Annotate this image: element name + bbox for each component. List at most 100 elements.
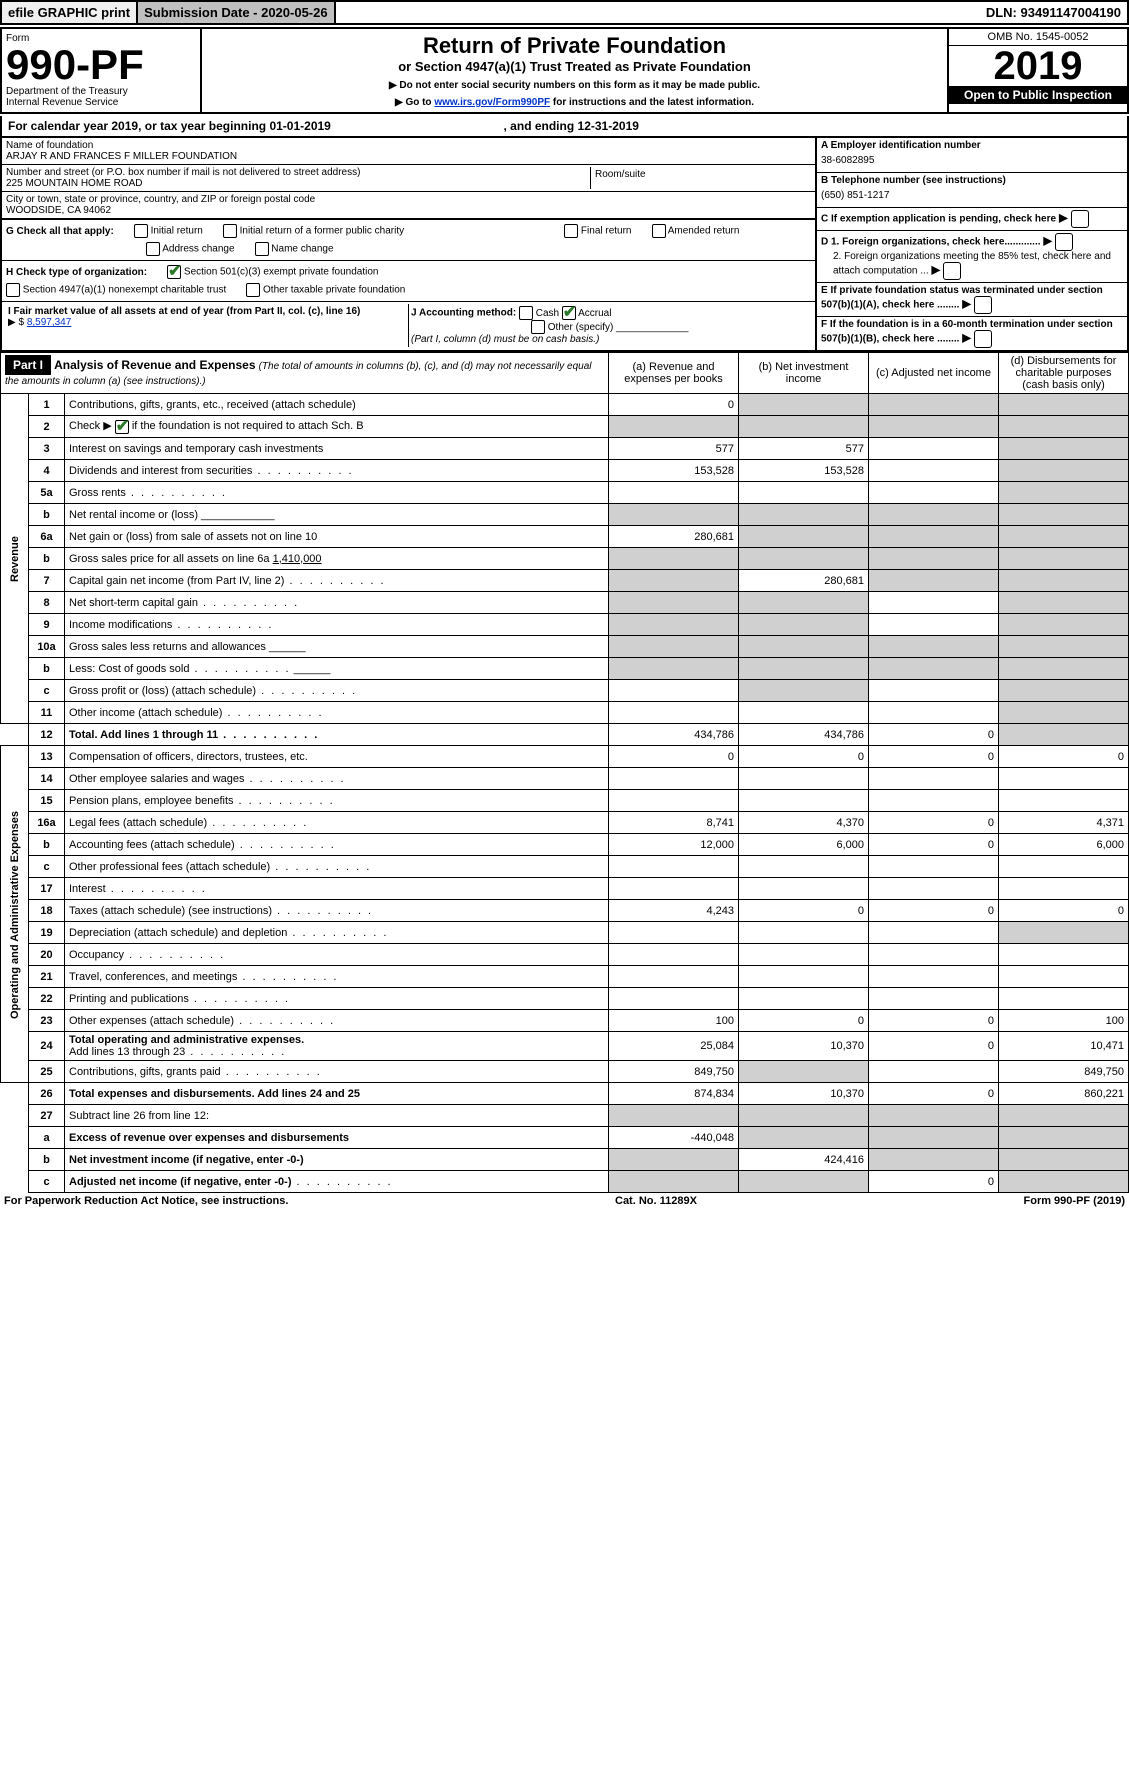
line-15: 15Pension plans, employee benefits bbox=[1, 790, 1129, 812]
expenses-side-label: Operating and Administrative Expenses bbox=[1, 746, 29, 1083]
line-16c: cOther professional fees (attach schedul… bbox=[1, 856, 1129, 878]
lbl-4947: Section 4947(a)(1) nonexempt charitable … bbox=[23, 285, 226, 296]
form-header: Form 990-PF Department of the Treasury I… bbox=[0, 27, 1129, 114]
line-12: 12Total. Add lines 1 through 11434,78643… bbox=[1, 724, 1129, 746]
footer-left: For Paperwork Reduction Act Notice, see … bbox=[4, 1195, 288, 1207]
chk-accrual[interactable] bbox=[562, 306, 576, 320]
open-inspection: Open to Public Inspection bbox=[949, 86, 1127, 104]
part1-table: Part I Analysis of Revenue and Expenses … bbox=[0, 352, 1129, 1193]
col-d-header: (d) Disbursements for charitable purpose… bbox=[999, 353, 1129, 394]
instr-1: ▶ Do not enter social security numbers o… bbox=[212, 80, 937, 91]
line-10b: bLess: Cost of goods sold ______ bbox=[1, 658, 1129, 680]
col-a-header: (a) Revenue and expenses per books bbox=[609, 353, 739, 394]
line-4: 4Dividends and interest from securities1… bbox=[1, 460, 1129, 482]
street: 225 MOUNTAIN HOME ROAD bbox=[6, 178, 590, 189]
lbl-initial-former: Initial return of a former public charit… bbox=[240, 226, 405, 237]
tax-year: 2019 bbox=[949, 46, 1127, 86]
chk-e[interactable] bbox=[974, 296, 992, 314]
room-label: Room/suite bbox=[591, 167, 811, 189]
city-label: City or town, state or province, country… bbox=[6, 194, 811, 205]
chk-name[interactable] bbox=[255, 242, 269, 256]
lbl-501c3: Section 501(c)(3) exempt private foundat… bbox=[184, 267, 379, 278]
footer-mid: Cat. No. 11289X bbox=[615, 1195, 697, 1207]
top-bar: efile GRAPHIC print Submission Date - 20… bbox=[0, 0, 1129, 25]
cal-end: 12-31-2019 bbox=[578, 119, 639, 133]
chk-other-method[interactable] bbox=[531, 320, 545, 334]
line-16b: bAccounting fees (attach schedule)12,000… bbox=[1, 834, 1129, 856]
chk-amended[interactable] bbox=[652, 224, 666, 238]
chk-4947[interactable] bbox=[6, 283, 20, 297]
line-5a: 5aGross rents bbox=[1, 482, 1129, 504]
chk-d2[interactable] bbox=[943, 262, 961, 280]
line-27: 27Subtract line 26 from line 12: bbox=[1, 1105, 1129, 1127]
chk-initial-former[interactable] bbox=[223, 224, 237, 238]
chk-initial[interactable] bbox=[134, 224, 148, 238]
efile-print-button[interactable]: efile GRAPHIC print bbox=[2, 2, 138, 23]
col-c-header: (c) Adjusted net income bbox=[869, 353, 999, 394]
line-10c: cGross profit or (loss) (attach schedule… bbox=[1, 680, 1129, 702]
form-title: Return of Private Foundation bbox=[212, 33, 937, 59]
line-3: 3Interest on savings and temporary cash … bbox=[1, 438, 1129, 460]
cal-begin: 01-01-2019 bbox=[269, 119, 330, 133]
dept-label: Department of the Treasury bbox=[6, 86, 196, 97]
line-26: 26Total expenses and disbursements. Add … bbox=[1, 1083, 1129, 1105]
dln: DLN: 93491147004190 bbox=[980, 2, 1127, 23]
chk-final[interactable] bbox=[564, 224, 578, 238]
lbl-cash: Cash bbox=[536, 308, 559, 319]
instr2-suffix: for instructions and the latest informat… bbox=[553, 97, 754, 108]
chk-501c3[interactable] bbox=[167, 265, 181, 279]
g-check-row: G Check all that apply: Initial return I… bbox=[2, 218, 815, 260]
revenue-side-label: Revenue bbox=[1, 394, 29, 724]
lbl-final: Final return bbox=[581, 226, 632, 237]
phone: (650) 851-1217 bbox=[821, 186, 1123, 205]
street-label: Number and street (or P.O. box number if… bbox=[6, 167, 590, 178]
chk-d1[interactable] bbox=[1055, 233, 1073, 251]
line-18: 18Taxes (attach schedule) (see instructi… bbox=[1, 900, 1129, 922]
cal-prefix: For calendar year 2019, or tax year begi… bbox=[8, 119, 269, 133]
chk-address[interactable] bbox=[146, 242, 160, 256]
i-label: I Fair market value of all assets at end… bbox=[8, 306, 360, 317]
chk-f[interactable] bbox=[974, 330, 992, 348]
i-value[interactable]: 8,597,347 bbox=[27, 317, 72, 328]
line-19: 19Depreciation (attach schedule) and dep… bbox=[1, 922, 1129, 944]
form-link[interactable]: www.irs.gov/Form990PF bbox=[434, 97, 550, 108]
j-note: (Part I, column (d) must be on cash basi… bbox=[411, 334, 599, 345]
lbl-name: Name change bbox=[271, 244, 333, 255]
line-13: Operating and Administrative Expenses 13… bbox=[1, 746, 1129, 768]
g-label: G Check all that apply: bbox=[6, 226, 114, 237]
line-2: 2 Check ▶ if the foundation is not requi… bbox=[1, 416, 1129, 438]
b-phone-label: B Telephone number (see instructions) bbox=[821, 175, 1123, 186]
lbl-other-tax: Other taxable private foundation bbox=[263, 285, 405, 296]
line-24: 24Total operating and administrative exp… bbox=[1, 1032, 1129, 1061]
city: WOODSIDE, CA 94062 bbox=[6, 205, 811, 216]
chk-sch-b[interactable] bbox=[115, 420, 129, 434]
chk-other-tax[interactable] bbox=[246, 283, 260, 297]
ein: 38-6082895 bbox=[821, 151, 1123, 170]
chk-c[interactable] bbox=[1071, 210, 1089, 228]
part1-title: Analysis of Revenue and Expenses bbox=[54, 358, 255, 372]
line-9: 9Income modifications bbox=[1, 614, 1129, 636]
form-subtitle: or Section 4947(a)(1) Trust Treated as P… bbox=[212, 59, 937, 74]
lbl-address: Address change bbox=[162, 244, 234, 255]
line-7: 7Capital gain net income (from Part IV, … bbox=[1, 570, 1129, 592]
entity-info: Name of foundation ARJAY R AND FRANCES F… bbox=[0, 138, 1129, 352]
c-label: C If exemption application is pending, c… bbox=[821, 214, 1056, 225]
d2-label: 2. Foreign organizations meeting the 85%… bbox=[833, 251, 1111, 277]
footer-right: Form 990-PF (2019) bbox=[1024, 1195, 1125, 1207]
chk-cash[interactable] bbox=[519, 306, 533, 320]
j-label: J Accounting method: bbox=[411, 308, 516, 319]
submission-date: Submission Date - 2020-05-26 bbox=[138, 2, 336, 23]
irs-label: Internal Revenue Service bbox=[6, 97, 196, 108]
i-prefix: ▶ $ bbox=[8, 317, 24, 328]
d1-label: D 1. Foreign organizations, check here..… bbox=[821, 237, 1041, 248]
line-5b: bNet rental income or (loss) ___________… bbox=[1, 504, 1129, 526]
lbl-amended: Amended return bbox=[668, 226, 740, 237]
line-22: 22Printing and publications bbox=[1, 988, 1129, 1010]
line-6b: bGross sales price for all assets on lin… bbox=[1, 548, 1129, 570]
line-27b: bNet investment income (if negative, ent… bbox=[1, 1149, 1129, 1171]
line-14: 14Other employee salaries and wages bbox=[1, 768, 1129, 790]
line-27a: aExcess of revenue over expenses and dis… bbox=[1, 1127, 1129, 1149]
line-21: 21Travel, conferences, and meetings bbox=[1, 966, 1129, 988]
h-label: H Check type of organization: bbox=[6, 267, 147, 278]
lbl-other-method: Other (specify) bbox=[548, 322, 614, 333]
